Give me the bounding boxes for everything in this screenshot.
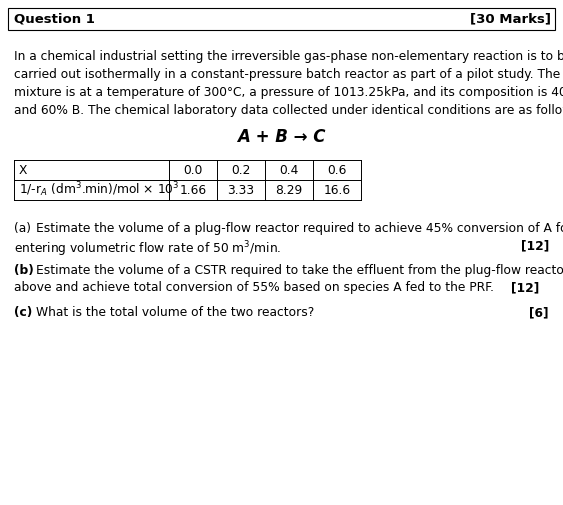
Text: Estimate the volume of a plug-flow reactor required to achieve 45% conversion of: Estimate the volume of a plug-flow react… bbox=[36, 222, 563, 235]
Text: 3.33: 3.33 bbox=[227, 183, 254, 196]
Text: Estimate the volume of a CSTR required to take the effluent from the plug-flow r: Estimate the volume of a CSTR required t… bbox=[36, 264, 563, 277]
Text: X: X bbox=[19, 164, 28, 177]
FancyBboxPatch shape bbox=[8, 8, 555, 30]
Text: [12]: [12] bbox=[521, 239, 549, 252]
Text: mixture is at a temperature of 300°C, a pressure of 1013.25kPa, and its composit: mixture is at a temperature of 300°C, a … bbox=[14, 86, 563, 99]
Text: 1/-r$_A$ (dm$^3$.min)/mol × 10$^3$: 1/-r$_A$ (dm$^3$.min)/mol × 10$^3$ bbox=[19, 181, 180, 199]
Text: [6]: [6] bbox=[529, 306, 549, 319]
Text: 0.4: 0.4 bbox=[279, 164, 299, 177]
Text: Question 1: Question 1 bbox=[14, 13, 95, 25]
Text: What is the total volume of the two reactors?: What is the total volume of the two reac… bbox=[36, 306, 314, 319]
Text: 0.2: 0.2 bbox=[231, 164, 251, 177]
Text: entering volumetric flow rate of 50 m$^3$/min.: entering volumetric flow rate of 50 m$^3… bbox=[14, 239, 282, 259]
Text: 0.6: 0.6 bbox=[327, 164, 347, 177]
Text: above and achieve total conversion of 55% based on species A fed to the PRF.: above and achieve total conversion of 55… bbox=[14, 281, 494, 294]
Text: 0.0: 0.0 bbox=[184, 164, 203, 177]
Text: [12]: [12] bbox=[511, 281, 539, 294]
Text: and 60% B. The chemical laboratory data collected under identical conditions are: and 60% B. The chemical laboratory data … bbox=[14, 104, 563, 117]
Text: 8.29: 8.29 bbox=[275, 183, 303, 196]
Text: (c): (c) bbox=[14, 306, 32, 319]
Text: (a): (a) bbox=[14, 222, 31, 235]
Text: [30 Marks]: [30 Marks] bbox=[470, 13, 551, 25]
Text: In a chemical industrial setting the irreversible gas-phase non-elementary react: In a chemical industrial setting the irr… bbox=[14, 50, 563, 63]
Text: 16.6: 16.6 bbox=[323, 183, 351, 196]
Text: (b): (b) bbox=[14, 264, 34, 277]
Text: 1.66: 1.66 bbox=[180, 183, 207, 196]
Text: A + B → C: A + B → C bbox=[237, 128, 326, 146]
Text: carried out isothermally in a constant-pressure batch reactor as part of a pilot: carried out isothermally in a constant-p… bbox=[14, 68, 563, 81]
